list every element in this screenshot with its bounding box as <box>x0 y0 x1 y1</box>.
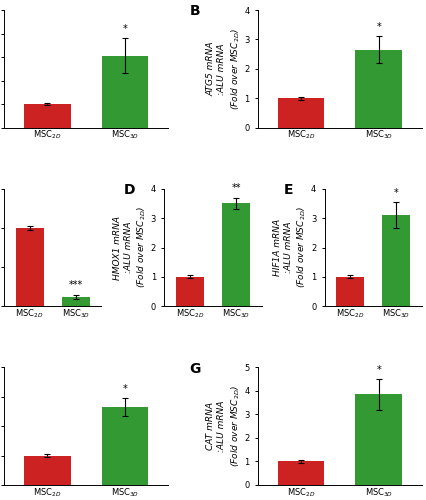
Bar <box>16 228 43 306</box>
Text: D: D <box>124 183 135 197</box>
Text: **: ** <box>231 184 241 194</box>
Bar <box>102 407 149 485</box>
Text: B: B <box>189 4 200 18</box>
Bar <box>24 104 71 128</box>
Text: *: * <box>123 24 127 34</box>
Text: ***: *** <box>69 280 83 290</box>
Y-axis label: CAT mRNA
:ALU mRNA
(Fold over MSC$_{2D}$): CAT mRNA :ALU mRNA (Fold over MSC$_{2D}$… <box>206 386 242 467</box>
Text: *: * <box>394 188 399 198</box>
Text: G: G <box>189 362 201 376</box>
Bar <box>355 50 402 128</box>
Text: *: * <box>123 384 127 394</box>
Bar <box>102 56 149 128</box>
Bar <box>176 277 204 306</box>
Bar <box>62 297 90 306</box>
Text: E: E <box>284 183 294 197</box>
Bar <box>336 277 364 306</box>
Bar <box>277 98 324 128</box>
Y-axis label: HMOX1 mRNA
:ALU mRNA
(Fold over MSC$_{2D}$): HMOX1 mRNA :ALU mRNA (Fold over MSC$_{2D… <box>112 206 148 288</box>
Bar <box>222 204 250 306</box>
Bar <box>24 456 71 485</box>
Text: *: * <box>377 22 381 32</box>
Bar <box>355 394 402 485</box>
Bar <box>383 215 410 306</box>
Text: *: * <box>377 365 381 375</box>
Y-axis label: ATG5 mRNA
:ALU mRNA
(Fold over MSC$_{2D}$): ATG5 mRNA :ALU mRNA (Fold over MSC$_{2D}… <box>206 28 242 110</box>
Bar <box>277 462 324 485</box>
Y-axis label: HIF1A mRNA
:ALU mRNA
(Fold over MSC$_{2D}$): HIF1A mRNA :ALU mRNA (Fold over MSC$_{2D… <box>273 206 308 288</box>
